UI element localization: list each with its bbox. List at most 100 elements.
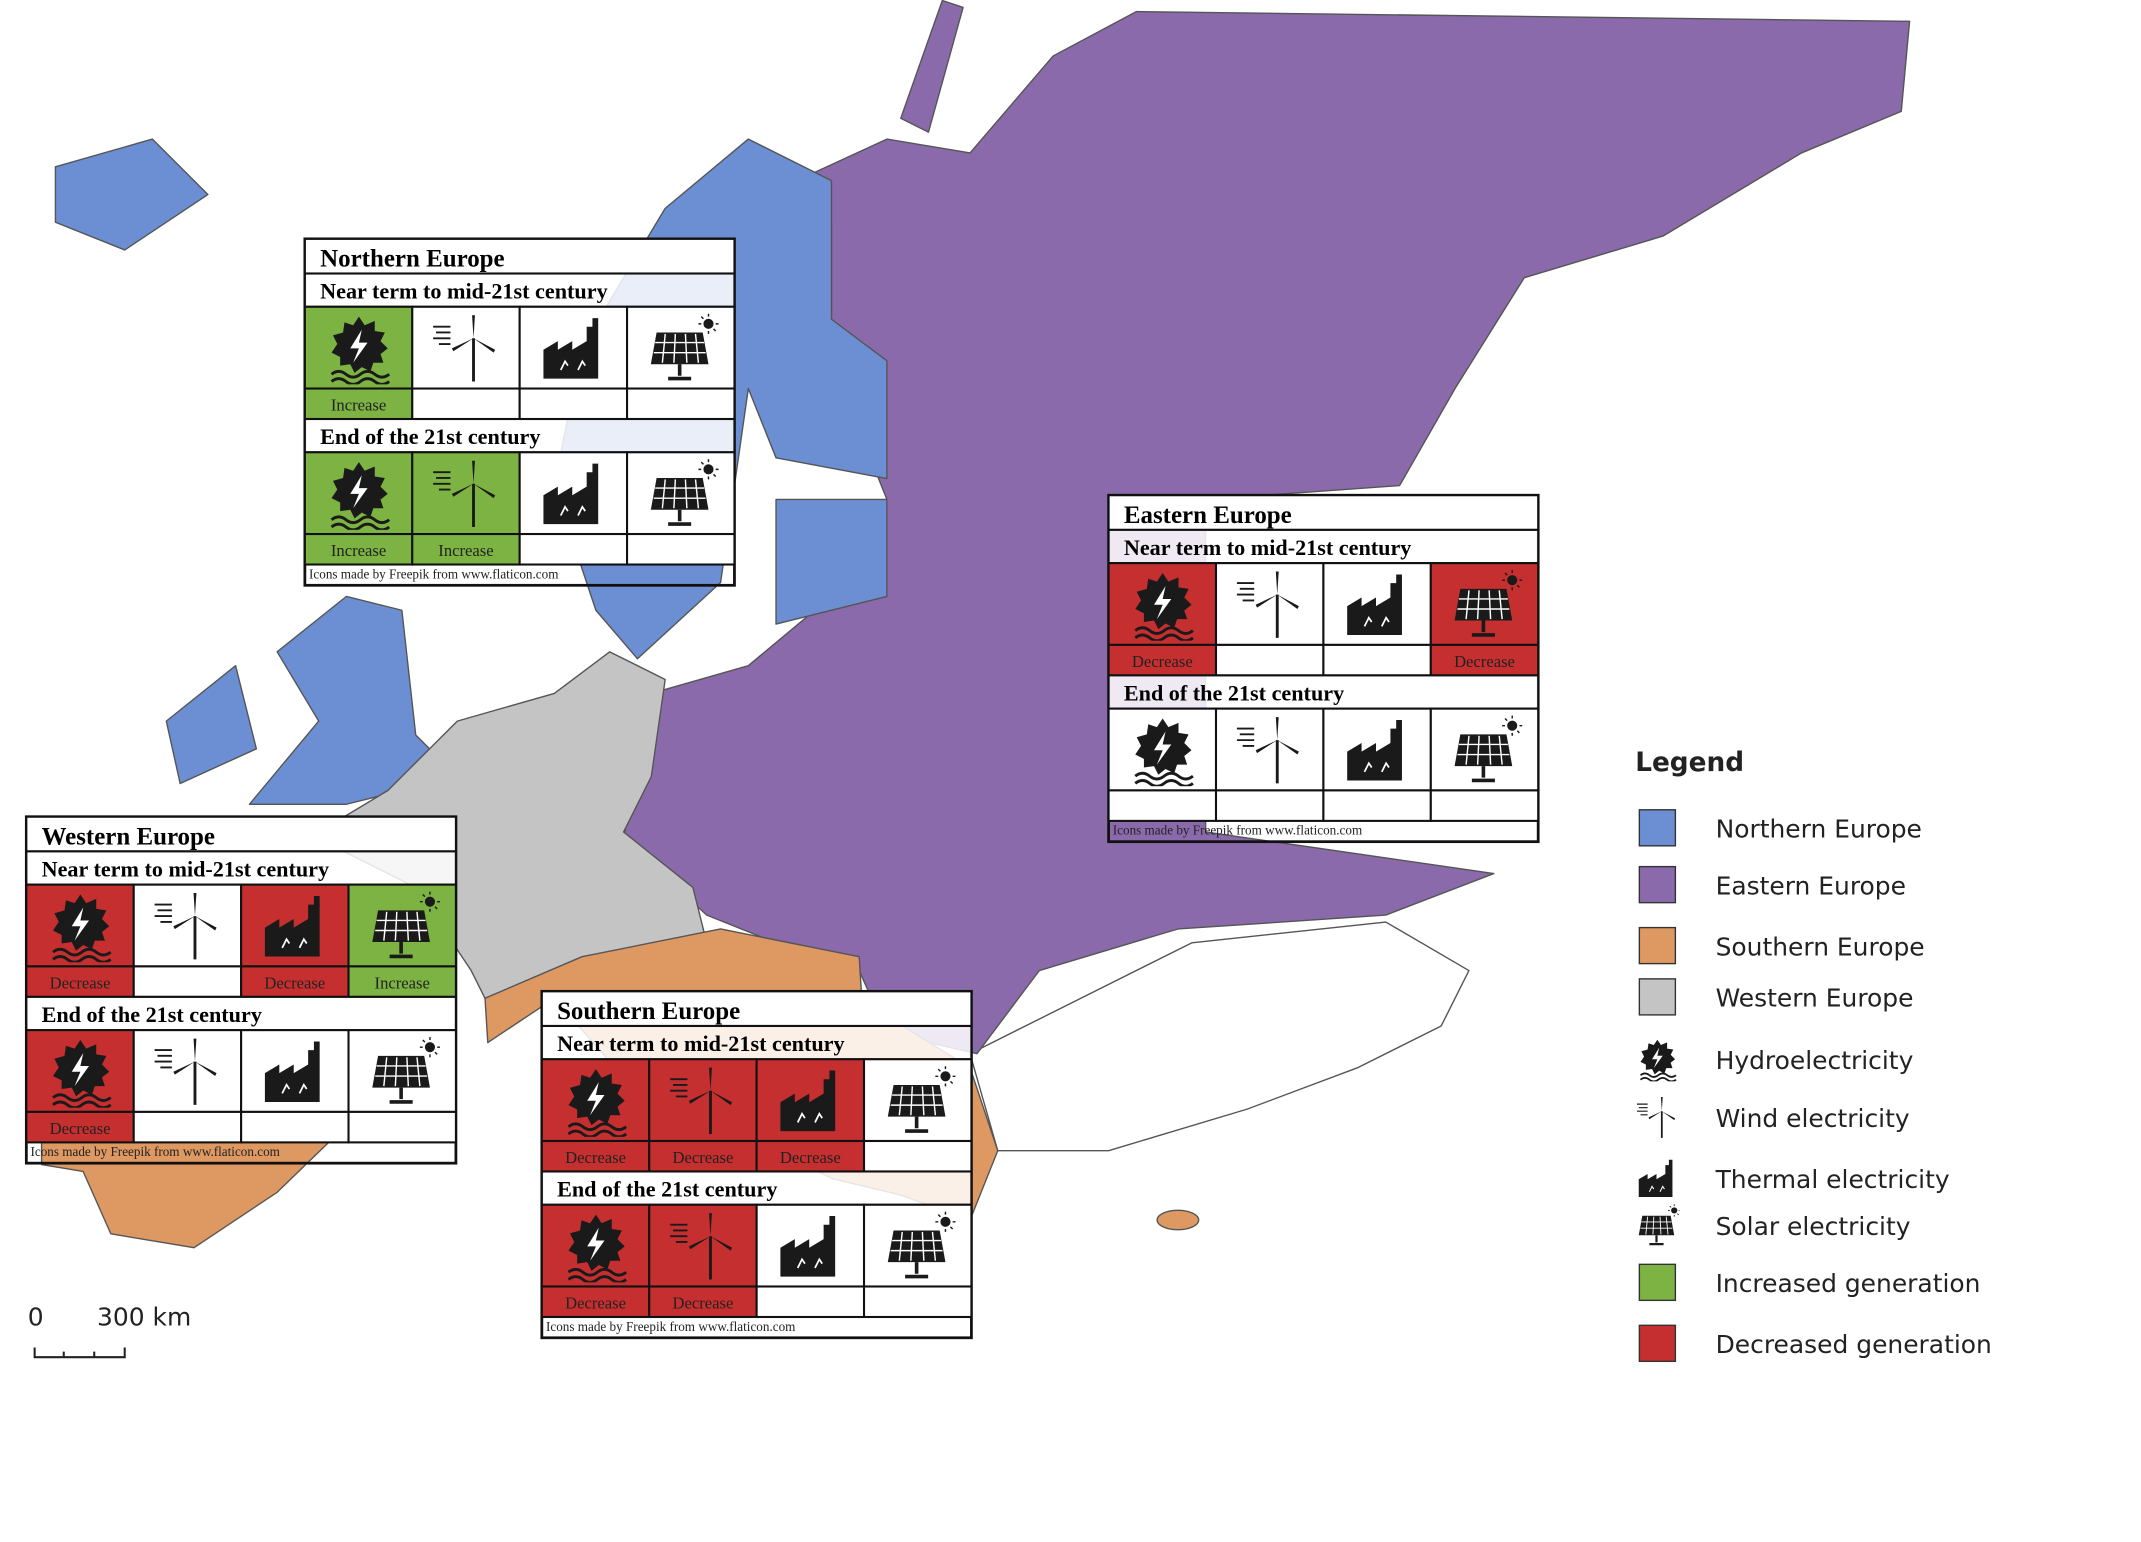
cell-label: Decrease bbox=[780, 1148, 841, 1167]
period-label: Near term to mid-21st century bbox=[42, 856, 330, 881]
cell-label: Decrease bbox=[1132, 652, 1193, 671]
legend-icon bbox=[1638, 1159, 1673, 1198]
legend-icon bbox=[1637, 1203, 1680, 1246]
period-row bbox=[540, 1024, 973, 1061]
legend-label: Increased generation bbox=[1716, 1269, 1981, 1298]
legend-swatch bbox=[1638, 926, 1677, 965]
label-cell bbox=[648, 1139, 758, 1173]
scale-label: 0 bbox=[28, 1302, 44, 1331]
icon-credit: Icons made by Freepik from www.flaticon.… bbox=[546, 1319, 796, 1334]
label-cell bbox=[755, 1285, 866, 1319]
label-cell bbox=[411, 387, 521, 421]
legend-label: Hydroelectricity bbox=[1716, 1046, 1914, 1075]
icon-credit: Icons made by Freepik from www.flaticon.… bbox=[309, 566, 559, 581]
region-panel: Southern Europe Near term to mid-21st cen… bbox=[540, 989, 973, 1340]
legend-swatch bbox=[1638, 809, 1677, 847]
cell-label: Decrease bbox=[50, 974, 111, 993]
region-panel: Northern Europe Near term to mid-21st cen… bbox=[303, 237, 736, 587]
period-label: Near term to mid-21st century bbox=[320, 278, 608, 303]
label-cell bbox=[1322, 789, 1432, 822]
eastern-region bbox=[622, 10, 1911, 1055]
legend-label: Eastern Europe bbox=[1716, 871, 1906, 900]
icon-cell bbox=[1214, 707, 1325, 792]
label-cell bbox=[240, 1110, 350, 1144]
cell-label: Increase bbox=[331, 396, 386, 415]
panel-title: Eastern Europe bbox=[1124, 502, 1292, 529]
period-row bbox=[540, 1170, 973, 1206]
cell-label: Decrease bbox=[264, 974, 325, 993]
panel-title: Northern Europe bbox=[320, 246, 505, 273]
legend-label: Decreased generation bbox=[1716, 1330, 1992, 1359]
period-label: End of the 21st century bbox=[320, 424, 540, 449]
label-cell bbox=[347, 1110, 457, 1144]
cell-label: Decrease bbox=[565, 1148, 626, 1167]
legend-icon bbox=[1639, 1038, 1677, 1082]
period-row bbox=[25, 850, 457, 886]
label-cell bbox=[1214, 643, 1325, 677]
label-cell bbox=[25, 1110, 135, 1144]
cell-label: Increase bbox=[331, 541, 386, 560]
label-cell bbox=[1429, 789, 1540, 822]
label-cell bbox=[648, 1285, 758, 1319]
northern-region bbox=[775, 498, 888, 625]
non-eu-region bbox=[969, 921, 1470, 1152]
icon-cell bbox=[411, 451, 521, 536]
northern-region bbox=[165, 664, 258, 785]
eastern-island bbox=[900, 0, 964, 133]
title-row bbox=[303, 237, 736, 275]
cell-label: Increase bbox=[438, 541, 493, 560]
title-row bbox=[540, 990, 973, 1028]
label-cell bbox=[518, 532, 629, 566]
label-cell bbox=[1429, 643, 1540, 677]
region-panel: Eastern Europe Near term to mid-21st cent… bbox=[1107, 493, 1540, 844]
cell-label: Increase bbox=[375, 974, 430, 993]
period-row bbox=[1107, 674, 1540, 710]
legend-label: Thermal electricity bbox=[1715, 1165, 1950, 1194]
icon-cell bbox=[132, 883, 243, 968]
legend-label: Western Europe bbox=[1716, 984, 1914, 1013]
title-row bbox=[1107, 494, 1540, 531]
legend-label: Southern Europe bbox=[1716, 932, 1925, 961]
cell-label: Decrease bbox=[565, 1294, 626, 1313]
cell-label: Decrease bbox=[50, 1119, 111, 1138]
label-cell bbox=[1322, 643, 1432, 677]
legend-swatch bbox=[1638, 1324, 1677, 1363]
period-row bbox=[303, 417, 736, 454]
legend-label: Northern Europe bbox=[1716, 815, 1922, 844]
period-label: Near term to mid-21st century bbox=[557, 1031, 845, 1056]
legend-icon bbox=[1636, 1096, 1676, 1139]
label-cell bbox=[755, 1139, 866, 1173]
label-cell bbox=[132, 965, 243, 998]
label-cell bbox=[25, 965, 135, 998]
period-label: End of the 21st century bbox=[557, 1176, 777, 1201]
label-cell bbox=[303, 387, 414, 421]
label-cell bbox=[132, 1110, 243, 1144]
legend-label: Wind electricity bbox=[1716, 1104, 1910, 1133]
icon-cell bbox=[1214, 562, 1325, 646]
icon-credit: Icons made by Freepik from www.flaticon.… bbox=[30, 1144, 280, 1159]
panel-title: Western Europe bbox=[42, 823, 215, 850]
legend-swatch bbox=[1638, 978, 1677, 1016]
label-cell bbox=[862, 1139, 973, 1173]
label-cell bbox=[518, 387, 629, 421]
scale-label: 300 km bbox=[97, 1302, 191, 1331]
southern-island bbox=[1156, 1209, 1200, 1231]
northern-region bbox=[54, 138, 209, 251]
legend-title: Legend bbox=[1635, 748, 1744, 778]
panel-title: Southern Europe bbox=[557, 998, 740, 1025]
scale-bar: 0 300 km bbox=[28, 1302, 191, 1359]
label-cell bbox=[1214, 789, 1325, 822]
label-cell bbox=[540, 1285, 651, 1319]
legend-swatch bbox=[1638, 865, 1677, 904]
region-panel: Western Europe Near term to mid-21st cent… bbox=[24, 815, 458, 1165]
title-row bbox=[25, 815, 457, 853]
label-cell bbox=[1107, 789, 1218, 822]
period-row bbox=[303, 272, 736, 308]
label-cell bbox=[626, 387, 736, 421]
panels: Northern Europe Near term to mid-21st cen… bbox=[24, 237, 1540, 1340]
icon-credit: Icons made by Freepik from www.flaticon.… bbox=[1113, 823, 1363, 838]
cell-label: Decrease bbox=[672, 1148, 733, 1167]
label-cell bbox=[862, 1285, 973, 1319]
icon-cell bbox=[132, 1029, 243, 1113]
